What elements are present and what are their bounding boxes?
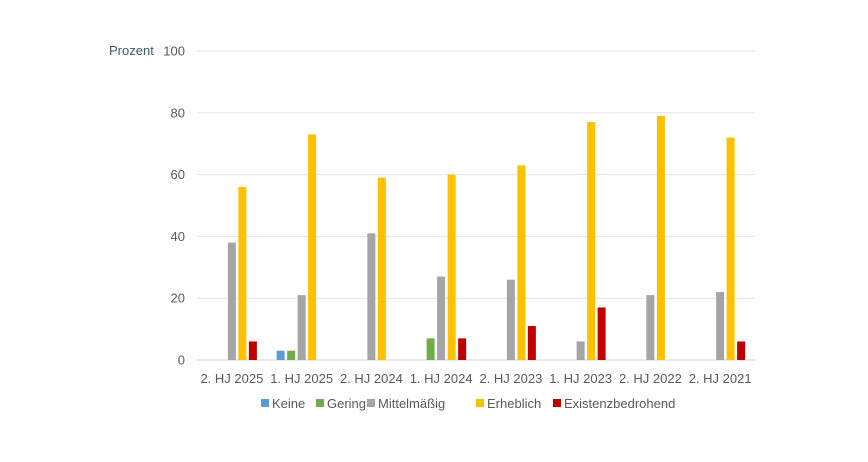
legend-label: Existenzbedrohend bbox=[564, 396, 675, 411]
x-axis-ticks: 2. HJ 2025 1. HJ 2025 2. HJ 2024 1. HJ 2024… bbox=[200, 371, 751, 386]
bar-erheblich-7 bbox=[726, 137, 735, 360]
bar-erheblich-2 bbox=[377, 177, 386, 360]
bar-existenzbedrohend-0 bbox=[248, 341, 257, 360]
legend-label: Gering bbox=[327, 396, 366, 411]
legend-swatch bbox=[553, 399, 561, 407]
bar-existenzbedrohend-5 bbox=[597, 307, 606, 360]
bar-erheblich-0 bbox=[238, 186, 247, 360]
bar-erheblich-5 bbox=[587, 122, 596, 360]
bar-erheblich-6 bbox=[656, 115, 665, 360]
legend-item-gering: Gering bbox=[316, 396, 366, 411]
x-tick-label: 1. HJ 2024 bbox=[410, 371, 473, 386]
legend-item-existenzbedrohend: Existenzbedrohend bbox=[553, 396, 675, 411]
x-tick-label: 1. HJ 2025 bbox=[270, 371, 333, 386]
legend-label: Erheblich bbox=[487, 396, 541, 411]
bar-mittelmäßig-3 bbox=[437, 276, 446, 360]
bar-gering-3 bbox=[426, 338, 435, 360]
legend-swatch bbox=[476, 399, 484, 407]
y-tick-label: 0 bbox=[178, 353, 185, 368]
x-tick-label: 2. HJ 2025 bbox=[200, 371, 263, 386]
bars bbox=[227, 115, 746, 360]
x-tick-label: 2. HJ 2024 bbox=[340, 371, 403, 386]
legend-item-erheblich: Erheblich bbox=[476, 396, 541, 411]
bar-mittelmäßig-5 bbox=[576, 341, 585, 360]
y-axis-ticks: 0 20 40 60 80 100 bbox=[163, 44, 185, 368]
bar-mittelmäßig-7 bbox=[716, 292, 725, 360]
y-tick-label: 80 bbox=[171, 105, 185, 120]
legend-swatch bbox=[367, 399, 375, 407]
bar-erheblich-4 bbox=[517, 165, 526, 360]
gridlines bbox=[197, 50, 755, 361]
legend-item-mittelmäßig: Mittelmäßig bbox=[367, 396, 445, 411]
y-tick-label: 40 bbox=[171, 229, 185, 244]
bar-existenzbedrohend-7 bbox=[737, 341, 746, 360]
x-tick-label: 2. HJ 2022 bbox=[619, 371, 682, 386]
bar-mittelmäßig-1 bbox=[297, 295, 306, 360]
legend-label: Keine bbox=[272, 396, 305, 411]
bar-gering-1 bbox=[287, 350, 296, 360]
y-axis-label: Prozent bbox=[109, 43, 154, 58]
legend-swatch bbox=[261, 399, 269, 407]
bar-existenzbedrohend-4 bbox=[527, 326, 536, 360]
bar-mittelmäßig-4 bbox=[506, 279, 515, 360]
x-tick-label: 1. HJ 2023 bbox=[549, 371, 612, 386]
x-tick-label: 2. HJ 2021 bbox=[689, 371, 752, 386]
bar-existenzbedrohend-3 bbox=[458, 338, 467, 360]
x-tick-label: 2. HJ 2023 bbox=[479, 371, 542, 386]
legend-item-keine: Keine bbox=[261, 396, 305, 411]
bar-erheblich-3 bbox=[447, 174, 456, 360]
bar-mittelmäßig-2 bbox=[367, 233, 376, 360]
legend-swatch bbox=[316, 399, 324, 407]
y-tick-label: 100 bbox=[163, 44, 185, 59]
bar-mittelmäßig-6 bbox=[646, 295, 655, 360]
legend-label: Mittelmäßig bbox=[378, 396, 445, 411]
y-tick-label: 20 bbox=[171, 291, 185, 306]
legend: Keine Gering Mittelmäßig Erheblich Existenzb… bbox=[261, 396, 675, 411]
bar-keine-1 bbox=[276, 350, 285, 360]
bar-erheblich-1 bbox=[308, 134, 317, 360]
bar-mittelmäßig-0 bbox=[227, 242, 236, 360]
y-tick-label: 60 bbox=[171, 167, 185, 182]
